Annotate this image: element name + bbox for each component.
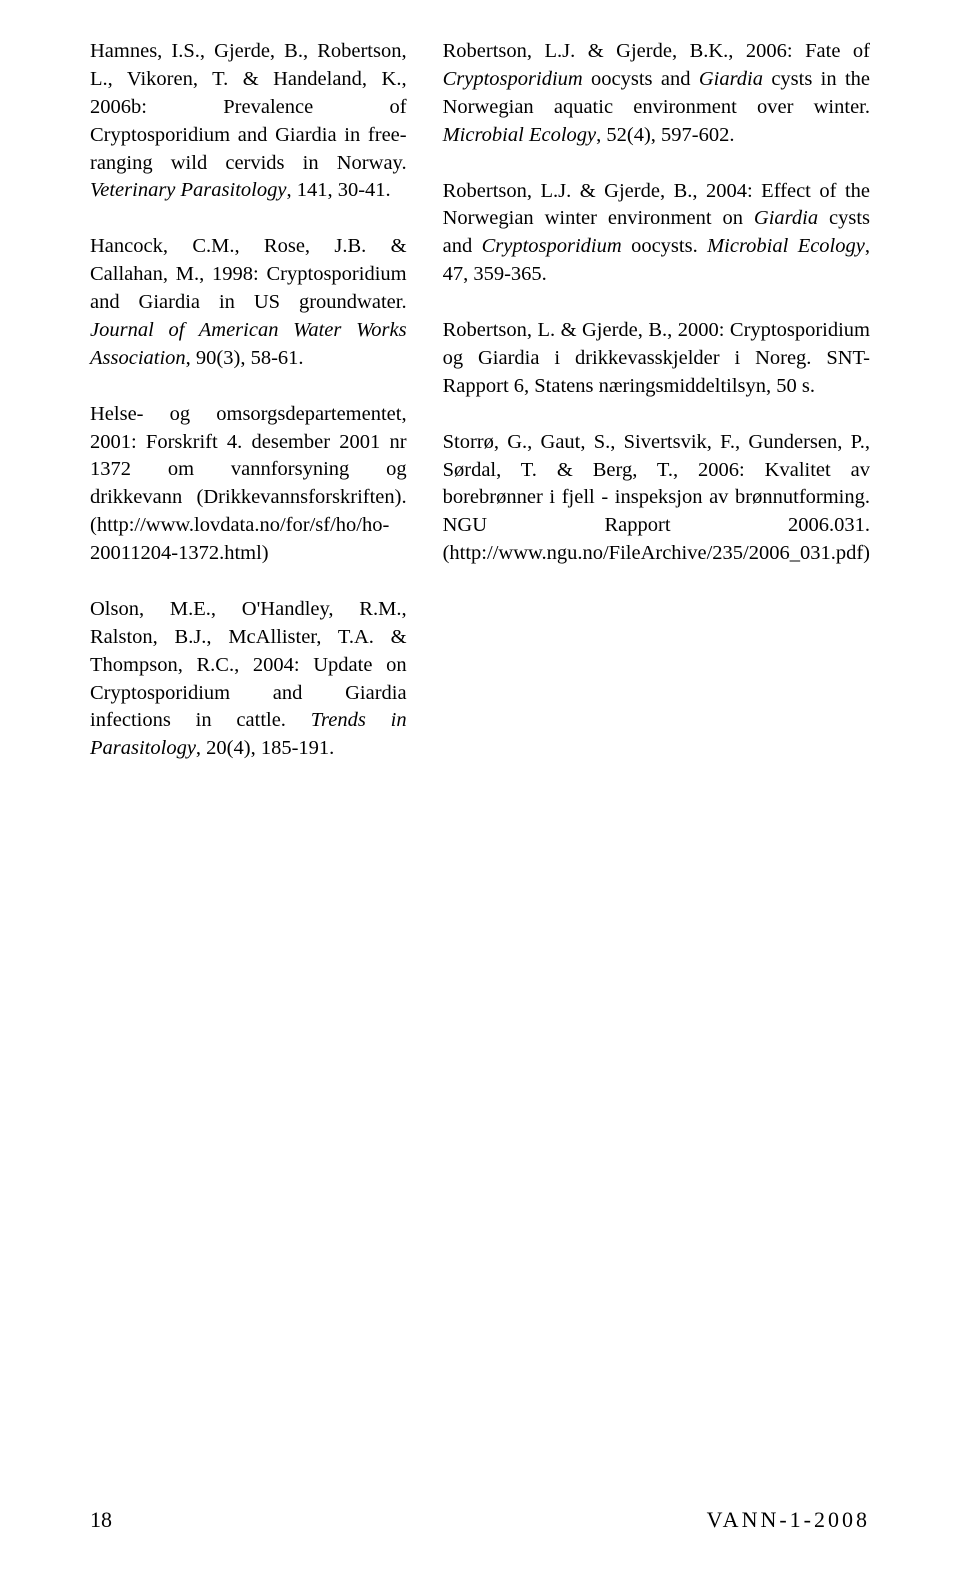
reference-item: Hancock, C.M., Rose, J.B. & Callahan, M.… xyxy=(90,233,407,372)
left-column: Hamnes, I.S., Gjerde, B., Robertson, L.,… xyxy=(90,38,407,791)
reference-item: Olson, M.E., O'Handley, R.M., Ralston, B… xyxy=(90,596,407,763)
reference-item: Hamnes, I.S., Gjerde, B., Robertson, L.,… xyxy=(90,38,407,205)
right-column: Robertson, L.J. & Gjerde, B.K., 2006: Fa… xyxy=(443,38,870,791)
reference-columns: Hamnes, I.S., Gjerde, B., Robertson, L.,… xyxy=(90,38,870,791)
reference-item: Robertson, L.J. & Gjerde, B.K., 2006: Fa… xyxy=(443,38,870,150)
journal-id: VANN-1-2008 xyxy=(707,1507,870,1533)
reference-item: Robertson, L. & Gjerde, B., 2000: Crypto… xyxy=(443,317,870,401)
reference-item: Storrø, G., Gaut, S., Sivertsvik, F., Gu… xyxy=(443,429,870,568)
reference-item: Robertson, L.J. & Gjerde, B., 2004: Effe… xyxy=(443,178,870,290)
page-footer: 18 VANN-1-2008 xyxy=(90,1507,870,1533)
page-number: 18 xyxy=(90,1507,112,1533)
reference-item: Helse- og omsorgsdepartementet, 2001: Fo… xyxy=(90,401,407,568)
